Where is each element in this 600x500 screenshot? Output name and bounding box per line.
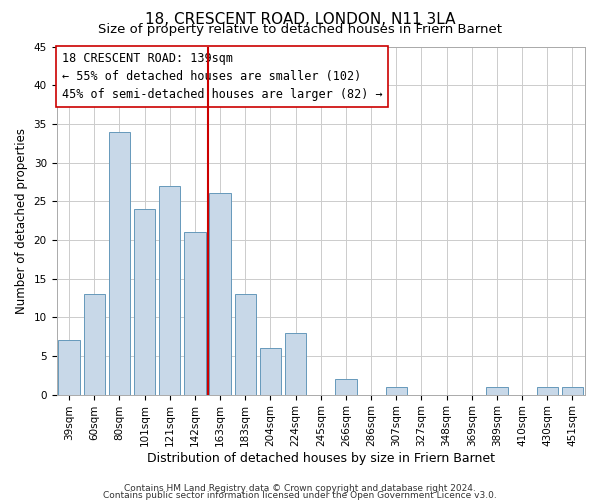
Bar bbox=[109, 132, 130, 394]
Bar bbox=[209, 194, 231, 394]
Bar bbox=[386, 387, 407, 394]
Bar bbox=[134, 209, 155, 394]
Bar bbox=[159, 186, 181, 394]
Bar bbox=[335, 379, 356, 394]
Text: 18, CRESCENT ROAD, LONDON, N11 3LA: 18, CRESCENT ROAD, LONDON, N11 3LA bbox=[145, 12, 455, 28]
Bar bbox=[285, 332, 306, 394]
Bar bbox=[235, 294, 256, 394]
Bar bbox=[260, 348, 281, 395]
Bar bbox=[83, 294, 105, 394]
Y-axis label: Number of detached properties: Number of detached properties bbox=[15, 128, 28, 314]
Text: Size of property relative to detached houses in Friern Barnet: Size of property relative to detached ho… bbox=[98, 22, 502, 36]
X-axis label: Distribution of detached houses by size in Friern Barnet: Distribution of detached houses by size … bbox=[147, 452, 495, 465]
Bar bbox=[562, 387, 583, 394]
Text: Contains HM Land Registry data © Crown copyright and database right 2024.: Contains HM Land Registry data © Crown c… bbox=[124, 484, 476, 493]
Bar bbox=[58, 340, 80, 394]
Bar bbox=[486, 387, 508, 394]
Text: Contains public sector information licensed under the Open Government Licence v3: Contains public sector information licen… bbox=[103, 491, 497, 500]
Bar bbox=[536, 387, 558, 394]
Bar bbox=[184, 232, 206, 394]
Text: 18 CRESCENT ROAD: 139sqm
← 55% of detached houses are smaller (102)
45% of semi-: 18 CRESCENT ROAD: 139sqm ← 55% of detach… bbox=[62, 52, 382, 100]
